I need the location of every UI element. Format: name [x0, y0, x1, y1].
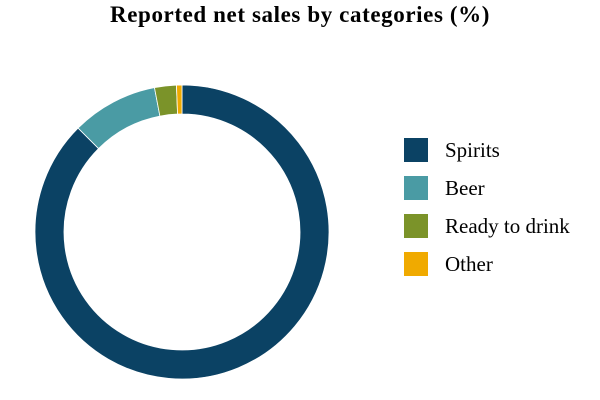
legend-label-beer: Beer: [445, 175, 485, 200]
legend-label-ready-to-drink: Ready to drink: [445, 213, 570, 238]
legend-label-spirits: Spirits: [445, 137, 500, 162]
legend-swatch-spirits: [404, 138, 428, 162]
legend-item-ready-to-drink: Ready to drink: [404, 207, 570, 245]
legend-swatch-ready-to-drink: [404, 214, 428, 238]
legend-item-spirits: Spirits: [404, 131, 570, 169]
donut-slice-beer: [77, 87, 161, 150]
donut-slice-spirits: [34, 84, 330, 380]
donut-slice-other: [176, 84, 183, 115]
legend-swatch-other: [404, 252, 428, 276]
chart-title: Reported net sales by categories (%): [110, 2, 490, 27]
legend-item-beer: Beer: [404, 169, 570, 207]
chart-legend: Spirits Beer Ready to drink Other: [404, 131, 570, 283]
legend-swatch-beer: [404, 176, 428, 200]
legend-item-other: Other: [404, 245, 570, 283]
legend-label-other: Other: [445, 251, 493, 276]
